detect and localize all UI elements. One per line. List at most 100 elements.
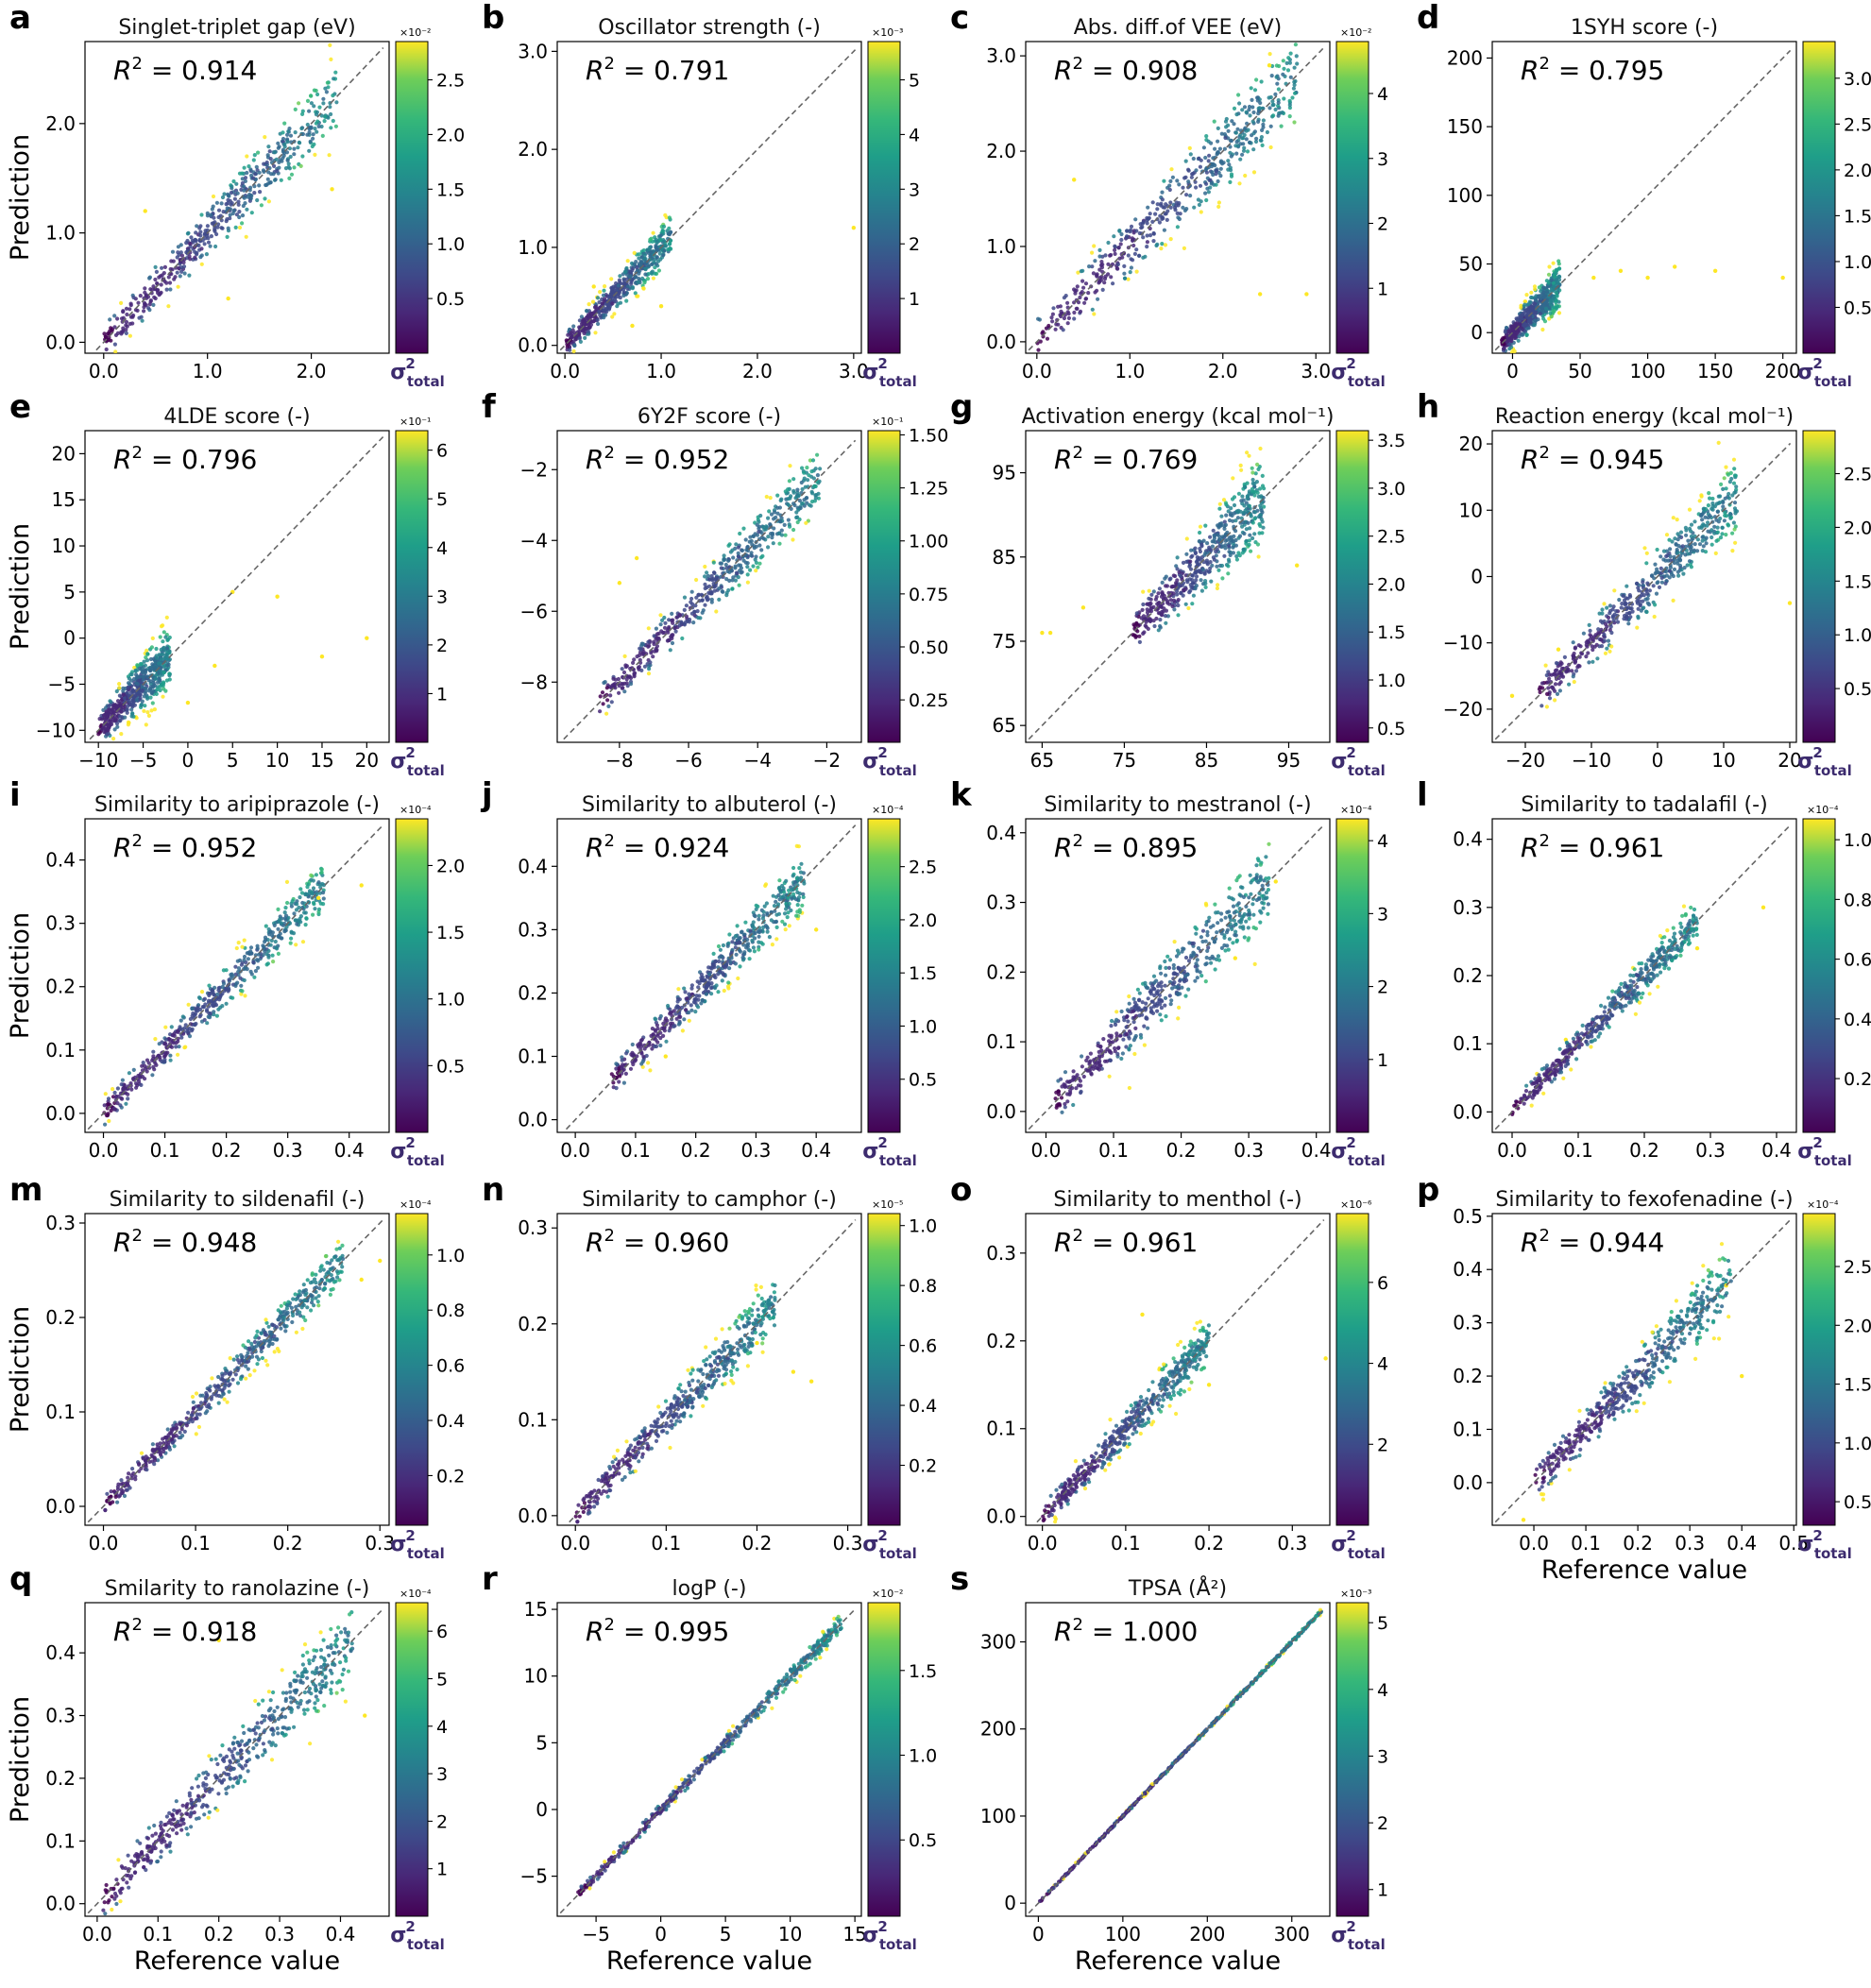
point [808,458,813,463]
point [1134,621,1139,626]
colorbar-tick-label: 0.5 [436,289,465,310]
point [1602,638,1607,643]
point [1045,336,1050,341]
point [1686,538,1691,543]
point [1703,550,1709,554]
panel-letter-c: c [950,0,969,37]
point [1607,649,1612,654]
point [1573,669,1579,673]
point [658,613,663,618]
point [1704,541,1709,546]
point [693,603,698,608]
point [1227,550,1232,554]
point [1154,616,1159,621]
point [101,713,107,718]
point [153,296,158,301]
point [274,945,279,950]
point [585,309,589,314]
point [794,510,799,515]
point [245,170,249,176]
point [214,231,219,237]
point [1653,562,1658,567]
point [1554,291,1559,296]
point [594,306,600,311]
point [197,1014,202,1019]
point [266,199,271,204]
point [1234,553,1239,559]
point [1113,247,1117,252]
point [1234,112,1239,117]
point [1678,530,1684,535]
point [138,666,143,671]
point [1557,688,1562,693]
point [1162,606,1166,611]
point [589,311,594,315]
point [1216,204,1221,209]
point [124,319,129,325]
point [158,684,162,689]
point [777,541,782,546]
point [193,255,197,260]
point [577,336,582,341]
point [327,153,332,158]
point [1733,524,1738,529]
point [638,647,643,652]
point [163,1052,168,1057]
point [1125,229,1130,233]
point [624,681,629,686]
point [112,314,117,318]
y-tick-label: 2.0 [518,138,548,161]
point [726,558,731,563]
point [1724,465,1728,469]
point [245,207,249,212]
point [1675,547,1679,552]
point [651,654,655,659]
outlier-point [1509,693,1515,699]
point [1203,191,1208,195]
point [324,90,329,94]
point [1181,560,1186,566]
point [153,1037,158,1042]
point [281,130,285,135]
point [266,948,271,954]
point [655,644,660,649]
point [802,470,807,475]
point [216,214,221,220]
point [1539,293,1544,297]
point [617,690,621,695]
point [610,314,615,319]
point [142,309,146,314]
point [802,476,807,481]
point [160,1040,164,1045]
point [108,317,112,322]
point [1504,325,1509,331]
point [1206,190,1211,195]
point [813,496,818,501]
point [616,295,621,299]
point [1066,315,1071,320]
point [1654,591,1659,596]
point [783,533,788,537]
y-tick-label: −8 [520,671,548,693]
point [1587,622,1591,628]
point [1134,247,1139,252]
point [1248,140,1252,144]
point [333,70,338,75]
point [656,259,661,263]
point [1230,119,1234,124]
point [1184,536,1189,541]
point [1708,496,1712,501]
point [1503,330,1507,334]
point [159,656,163,662]
point [597,300,602,305]
point [1276,113,1281,118]
colorbar-tick-label: 2.0 [1377,574,1405,595]
point [177,1045,181,1049]
point [1619,605,1624,610]
point [155,680,161,685]
point [129,672,134,677]
point [124,1086,128,1091]
identity-line-g [1028,436,1325,740]
point [1146,602,1150,606]
point [1250,535,1255,541]
